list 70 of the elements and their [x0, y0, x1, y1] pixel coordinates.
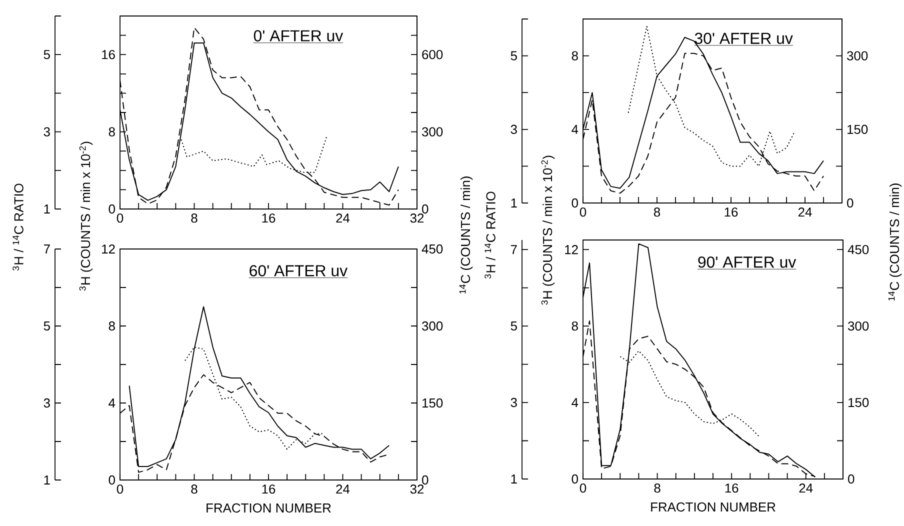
y-tick-label: 8	[108, 321, 115, 331]
x-tick-label: 0	[116, 484, 124, 494]
y2-tick-label: 300	[848, 321, 869, 331]
y2-tick-label: 0	[848, 474, 854, 484]
y2-tick-label: 300	[847, 51, 868, 60]
y-tick-label: 0	[108, 475, 115, 485]
y3-tick-label: 1	[511, 474, 517, 484]
text: 60' AFTER uv	[250, 265, 348, 276]
x-tick-label: 32	[410, 484, 424, 494]
y3-tick-label: 3	[510, 124, 517, 134]
y2-tick-label: 600	[422, 50, 443, 60]
y3-tick-label: 3	[44, 127, 50, 136]
y2-tick-label: 0	[422, 475, 428, 485]
y2-tick-label: 450	[422, 244, 443, 254]
x-tick-label: 8	[191, 214, 198, 223]
y-tick-label: 4	[572, 124, 578, 134]
y-tick-label: 8	[108, 127, 115, 136]
y3-tick-label: 5	[510, 51, 517, 60]
y-tick-label: 8	[572, 51, 578, 60]
x-tick-label: 16	[262, 484, 276, 494]
x-tick-label: 24	[336, 214, 350, 223]
x-tick-label: 0	[580, 484, 586, 493]
x-tick-label: 16	[725, 484, 738, 493]
y3-axis-title: $^{3}$H / $^{14}$C RATIO	[484, 192, 496, 279]
y-tick-label: 0	[572, 198, 578, 208]
text: 90' AFTER uv	[698, 256, 796, 268]
y3-tick-label: 5	[44, 321, 50, 331]
x-tick-label: 24	[798, 208, 812, 217]
y2-tick-label: 300	[422, 321, 443, 331]
y-tick-label: 16	[102, 50, 115, 60]
y-tick-label: 0	[572, 474, 578, 484]
x-tick-label: 8	[191, 484, 198, 494]
y3-tick-label: 5	[44, 50, 50, 60]
y3-tick-label: 3	[44, 398, 50, 408]
y2-tick-label: 150	[422, 398, 443, 408]
y3-axis-title: $^{3}$H / $^{14}$C RATIO	[12, 184, 24, 271]
y-tick-label: 12	[565, 245, 578, 254]
y-tick-label: 8	[572, 321, 578, 331]
x-tick-label: 16	[724, 208, 738, 217]
x-tick-label: 8	[654, 484, 660, 493]
x-tick-label: 16	[262, 214, 276, 223]
x-axis-title: FRACTION NUMBER	[651, 502, 776, 512]
y2-tick-label: 0	[847, 198, 854, 208]
y2-tick-label: 300	[422, 127, 443, 136]
text: 30' AFTER uv	[694, 32, 793, 44]
x-tick-label: 0	[580, 208, 586, 217]
y3-tick-label: 1	[44, 204, 50, 214]
y-axis-title: $^{3}$H (COUNTS / min x 10$^{-2}$)	[79, 142, 93, 291]
y3-tick-label: 1	[44, 476, 50, 484]
x-axis-title: FRACTION NUMBER	[206, 503, 331, 513]
y-tick-label: 12	[102, 244, 115, 254]
x-tick-label: 0	[116, 214, 124, 223]
y-tick-label: 4	[108, 398, 116, 408]
y-tick-label: 4	[572, 398, 578, 407]
y2-axis-title: $^{14}$C (COUNTS / min)	[888, 184, 902, 301]
x-tick-label: 24	[799, 484, 813, 493]
x-tick-label: 32	[410, 214, 424, 223]
y3-tick-label: 3	[510, 398, 517, 408]
y3-tick-label: 1	[511, 198, 517, 208]
y3-tick-label: 5	[510, 322, 517, 331]
y2-tick-label: 450	[848, 244, 869, 254]
y2-tick-label: 150	[848, 398, 869, 408]
y2-axis-title: $^{14}$C (COUNTS / min)	[459, 176, 473, 294]
y2-tick-label: 150	[848, 124, 868, 134]
x-tick-label: 24	[336, 484, 350, 494]
y3-tick-label: 7	[44, 244, 50, 254]
x-tick-label: 8	[654, 208, 660, 217]
y3-tick-label: 7	[510, 245, 517, 254]
y-axis-title: $^{3}$H (COUNTS / min x 10$^{-2}$)	[541, 156, 555, 305]
text: 0' AFTER uv	[254, 30, 344, 42]
